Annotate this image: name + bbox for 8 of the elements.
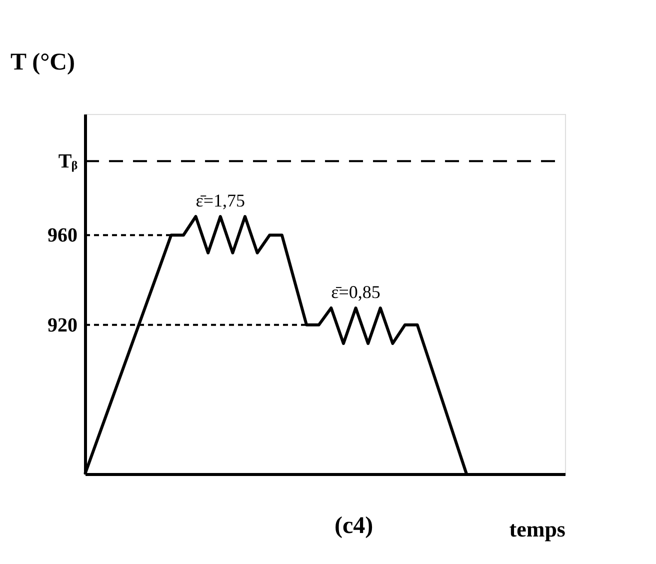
y-tick-label: 960	[48, 224, 78, 247]
y-tick-label: 920	[48, 314, 78, 336]
text: (c4)	[334, 513, 374, 539]
annotation: ε̄=1,75	[196, 190, 245, 211]
x-axis-title: temps	[509, 516, 566, 542]
annotation: ε̄=0,85	[331, 282, 380, 302]
y-axis-title: T (°C)	[10, 50, 75, 76]
y-tick-label: Tᵦ	[58, 150, 78, 173]
